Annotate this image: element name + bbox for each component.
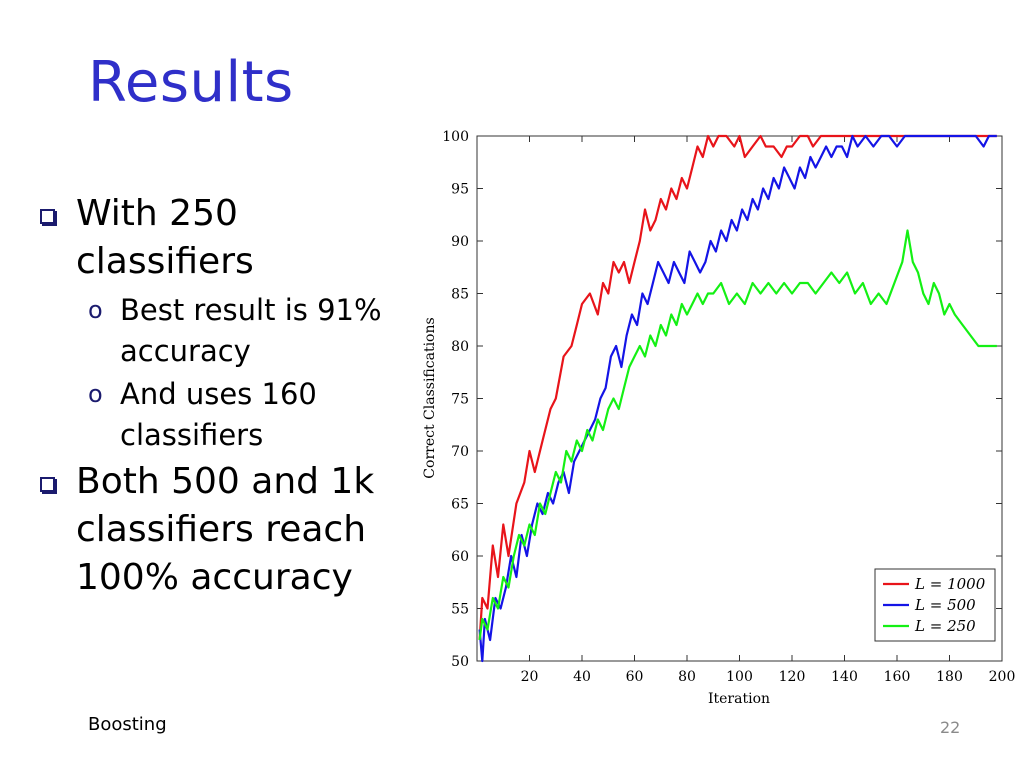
- bullet-item: Both 500 and 1k classifiers reach 100% a…: [36, 458, 406, 602]
- legend-label: L = 500: [914, 596, 976, 614]
- x-tick-label: 140: [831, 669, 858, 685]
- series-line-0: [478, 134, 997, 641]
- x-tick-label: 40: [573, 669, 591, 685]
- y-tick-label: 80: [451, 339, 469, 355]
- accuracy-line-chart: 20 40 60 80 100 120 140 160 180 200 50 55 60 65 70 75 80…: [422, 129, 1015, 707]
- legend-label: L = 1000: [914, 575, 986, 593]
- bullet-text: With 250 classifiers: [76, 193, 254, 282]
- y-tick-label: 55: [451, 602, 469, 618]
- y-tick-label: 65: [451, 497, 469, 513]
- x-axis-label: Iteration: [708, 691, 770, 707]
- bullet-list: With 250 classifiers o Best result is 91…: [36, 190, 406, 606]
- x-tick-label: 180: [936, 669, 963, 685]
- x-tick-label: 120: [779, 669, 806, 685]
- series-line-2: [478, 229, 997, 641]
- x-tick-label: 20: [521, 669, 539, 685]
- sub-bullet-text: Best result is 91% accuracy: [120, 293, 382, 368]
- legend-label: L = 250: [914, 617, 976, 635]
- x-tick-label: 160: [884, 669, 911, 685]
- footer-label: Boosting: [88, 714, 167, 735]
- circle-bullet-icon: o: [88, 380, 103, 408]
- y-tick-label: 85: [451, 287, 469, 303]
- square-bullet-icon: [40, 209, 55, 224]
- y-tick-label: 75: [451, 392, 469, 408]
- x-tick-label: 80: [678, 669, 696, 685]
- series-line-1: [478, 134, 997, 663]
- y-tick-label: 95: [451, 182, 469, 198]
- bullet-text: Both 500 and 1k classifiers reach 100% a…: [76, 461, 375, 598]
- square-bullet-icon: [40, 477, 55, 492]
- slide-title: Results: [88, 50, 294, 115]
- y-axis-label: Correct Classifications: [422, 317, 438, 478]
- y-tick-label: 70: [451, 444, 469, 460]
- circle-bullet-icon: o: [88, 296, 103, 324]
- bullet-item: With 250 classifiers: [36, 190, 406, 286]
- y-tick-label: 100: [442, 129, 469, 145]
- y-tick-label: 50: [451, 654, 469, 670]
- y-tick-label: 60: [451, 549, 469, 565]
- sub-bullet-item: o Best result is 91% accuracy: [36, 290, 406, 372]
- x-tick-label: 200: [989, 669, 1015, 685]
- y-tick-label: 90: [451, 234, 469, 250]
- chart-legend: L = 1000 L = 500 L = 250: [874, 568, 996, 642]
- x-tick-label: 100: [726, 669, 753, 685]
- sub-bullet-text: And uses 160 classifiers: [120, 377, 317, 452]
- x-tick-label: 60: [626, 669, 644, 685]
- page-number: 22: [940, 718, 961, 737]
- sub-bullet-item: o And uses 160 classifiers: [36, 374, 406, 456]
